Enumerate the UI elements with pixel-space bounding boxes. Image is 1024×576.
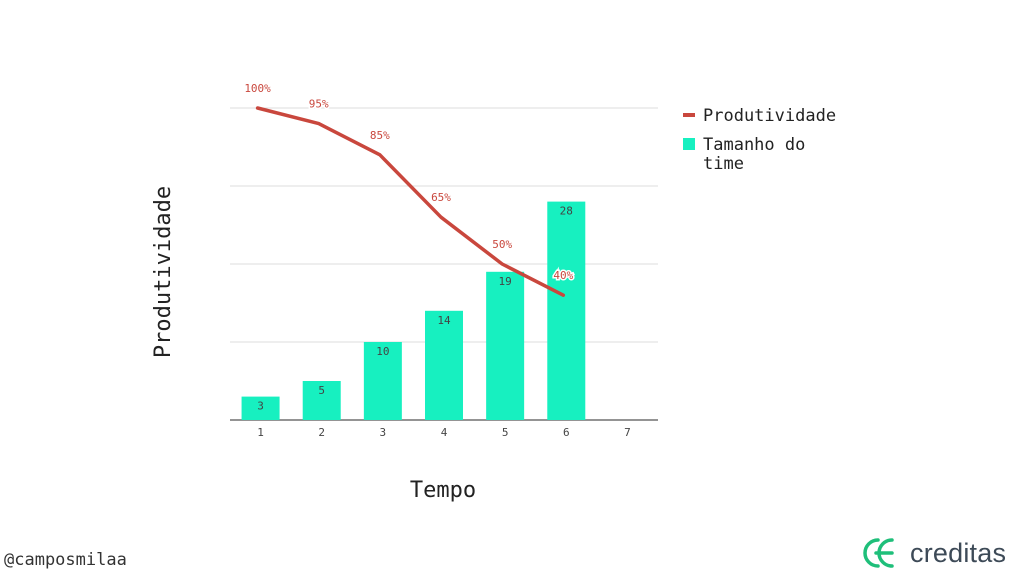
x-tick-label: 7 [624,426,631,439]
legend-bar-swatch [683,138,695,150]
line-value-label: 65% [431,191,451,204]
bar [363,342,402,420]
bar-value-label: 19 [499,275,512,288]
line-value-label: 40% [553,269,573,282]
legend-bar-label: Tamanho do time [703,135,805,174]
legend-line-swatch [683,113,695,117]
x-tick-label: 2 [318,426,325,439]
line-value-label: 100% [244,82,271,95]
bar-value-label: 14 [437,314,451,327]
line-path [255,106,566,297]
author-handle: @camposmilaa [4,550,127,570]
x-axis-title: Tempo [410,478,476,503]
x-ticks: 1 2 3 4 5 6 7 [257,426,630,439]
x-tick-label: 6 [563,426,570,439]
line-value-label: 95% [309,98,329,111]
brand-logo: creditas [862,536,1006,570]
bar-value-label: 10 [376,345,389,358]
bar [486,271,525,420]
x-tick-label: 4 [441,426,448,439]
line-value-label: 50% [492,238,512,251]
bar-series: 3 5 10 14 19 28 [241,201,586,420]
bar [241,396,280,420]
legend: Produtividade Tamanho do time [683,106,836,174]
bar-value-label: 3 [257,400,264,413]
x-tick-label: 1 [257,426,264,439]
x-tick-label: 3 [380,426,387,439]
line-series: 100% 95% 85% 65% 50% 40% [243,81,575,297]
bar [547,201,586,420]
x-tick-label: 5 [502,426,509,439]
bar-value-label: 28 [560,205,573,218]
legend-line-label: Produtividade [703,106,836,126]
creditas-logo-icon [863,538,894,568]
bar [425,310,463,420]
line-value-label: 85% [370,129,390,142]
y-axis-title: Produtividade [151,186,176,358]
bar [302,381,341,420]
bar-value-label: 5 [318,384,325,397]
brand-name: creditas [910,537,1007,568]
